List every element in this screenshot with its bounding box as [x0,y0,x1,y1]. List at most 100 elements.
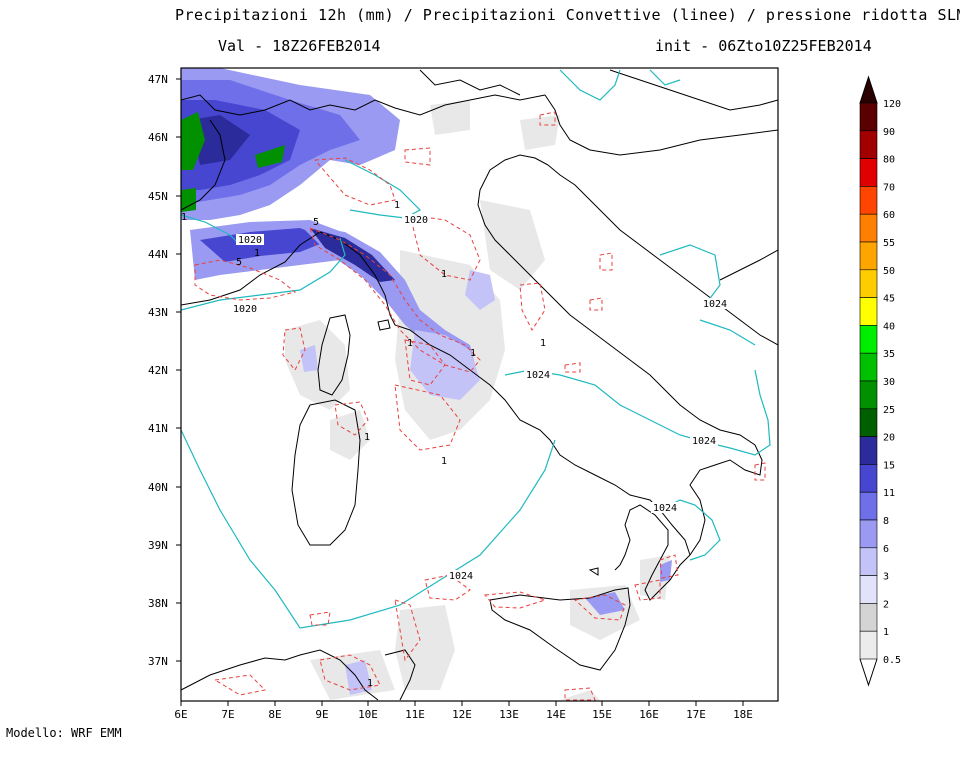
convective-contours [194,111,766,701]
colorbar-swatch [859,158,878,187]
convective-label: 5 [313,217,319,228]
isobar-label: 1020 [238,235,262,246]
lon-label: 12E [452,708,472,721]
colorbar-swatch [859,297,878,326]
longitude-axis: 6E 7E 8E 9E 10E 11E 12E 13E 14E 15E 16E … [174,701,753,721]
lon-label: 17E [686,708,706,721]
model-label: Modello: WRF EMM [6,726,122,740]
lat-label: 45N [148,190,168,203]
lon-label: 7E [221,708,234,721]
convective-label: 1 [407,338,413,349]
colorbar-swatch [859,241,878,271]
lon-label: 8E [268,708,281,721]
lat-label: 38N [148,597,168,610]
colorbar-level-label: 2 [883,599,889,610]
colorbar-level-label: 80 [883,155,895,166]
lon-label: 13E [499,708,519,721]
colorbar-swatch [859,269,878,298]
colorbar-level-label: 30 [883,377,895,388]
colorbar-level-label: 8 [883,516,889,527]
convective-labels: 1 1 5 5 1 1 1 1 1 1 1 1 [181,200,546,689]
valid-time: Val - 18Z26FEB2014 [218,37,381,55]
lat-label: 42N [148,364,168,377]
colorbar-level-label: 0.5 [883,655,901,666]
colorbar-swatch [859,630,878,660]
colorbar-arrow-top [859,75,878,104]
colorbar-swatch [859,491,878,521]
lat-label: 44N [148,248,168,261]
precip-alps-field [181,68,672,695]
convective-label: 1 [470,348,476,359]
isobar-label: 1024 [703,299,727,310]
lon-label: 14E [546,708,566,721]
isobars [181,69,771,629]
isobar-label: 1020 [233,304,257,315]
convective-label: 1 [441,456,447,467]
lat-label: 40N [148,481,168,494]
colorbar-level-label: 60 [883,210,895,221]
convective-label: 1 [367,678,373,689]
colorbar-level-label: 11 [883,488,895,499]
lat-label: 46N [148,131,168,144]
isobar-label: 1020 [404,215,428,226]
lon-label: 9E [315,708,328,721]
isobar-label: 1024 [449,571,473,582]
convective-label: 1 [540,338,546,349]
lat-label: 41N [148,422,168,435]
colorbar-swatch [859,603,878,632]
colorbar-swatch [859,408,878,437]
colorbar-level-label: 25 [883,405,895,416]
colorbar-arrow-bottom [859,658,878,687]
colorbar-swatch [859,547,878,576]
lon-label: 10E [358,708,378,721]
map-title: Precipitazioni 12h (mm) / Precipitazioni… [175,6,960,24]
lon-label: 16E [639,708,659,721]
isobar-label: 1024 [692,436,716,447]
lon-label: 15E [592,708,612,721]
colorbar-swatch [859,575,878,604]
colorbar-level-label: 6 [883,544,889,555]
coastlines [181,69,778,701]
colorbar-swatch [859,436,878,465]
convective-label: 1 [394,200,400,211]
colorbar-level-label: 55 [883,238,895,249]
colorbar-level-label: 40 [883,321,895,332]
lat-label: 39N [148,539,168,552]
isobar-label: 1024 [526,370,550,381]
colorbar-swatch [859,519,878,549]
lat-label: 37N [148,655,168,668]
colorbar-swatch [859,352,878,382]
colorbar-swatch [859,186,878,215]
convective-label: 1 [254,248,260,259]
convective-label: 1 [181,212,187,223]
colorbar-level-label: 120 [883,99,901,110]
colorbar-swatch [859,213,878,243]
colorbar-swatch [859,102,878,132]
colorbar-level-label: 20 [883,433,895,444]
isobar-label: 1024 [653,503,677,514]
colorbar-legend: 120 90 80 70 60 55 50 45 40 35 30 25 20 15 11 8 6 3 2 1 0.5 [859,75,901,687]
colorbar-level-label: 35 [883,349,895,360]
colorbar-level-label: 45 [883,294,895,305]
colorbar-level-label: 15 [883,460,895,471]
latitude-axis: 47N 46N 45N 44N 43N 42N 41N 40N 39N 38N … [148,73,181,668]
colorbar-swatch [859,464,878,493]
convective-label: 5 [236,257,242,268]
lon-label: 18E [733,708,753,721]
colorbar-level-label: 90 [883,127,895,138]
convective-label: 1 [364,432,370,443]
colorbar-level-label: 3 [883,572,889,583]
colorbar-swatch [859,130,878,159]
colorbar-swatch [859,325,878,354]
colorbar-swatch [859,380,878,410]
lon-label: 11E [405,708,425,721]
init-time: init - 06Zto10Z25FEB2014 [655,37,872,55]
convective-label: 1 [441,269,447,280]
lon-label: 6E [174,708,187,721]
map-panel: 1020 1020 1020 1024 1024 1024 1024 1024 … [148,67,779,721]
colorbar-level-label: 50 [883,266,895,277]
isobar-labels: 1020 1020 1020 1024 1024 1024 1024 1024 [231,214,729,582]
colorbar-level-label: 1 [883,627,889,638]
colorbar-level-label: 70 [883,182,895,193]
